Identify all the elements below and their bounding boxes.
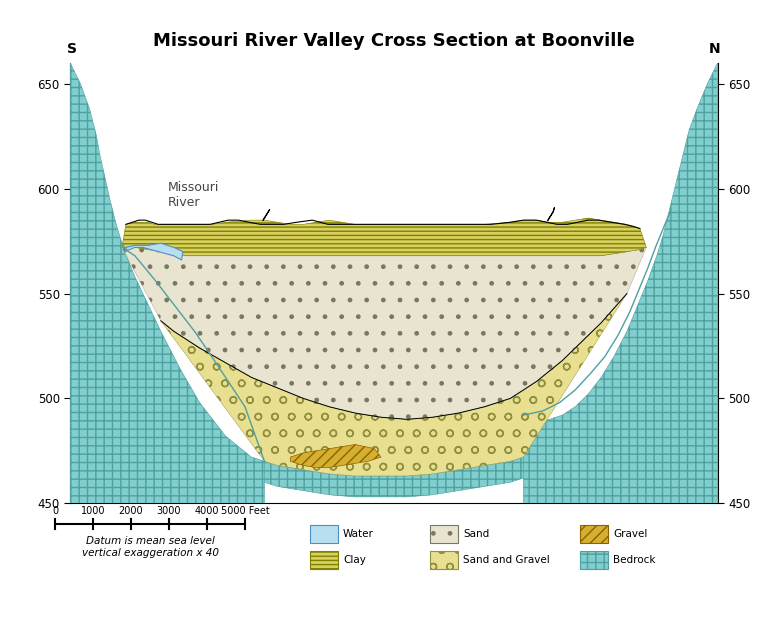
Polygon shape: [122, 247, 647, 420]
Polygon shape: [264, 457, 523, 497]
Text: 2000: 2000: [119, 506, 144, 516]
Text: S: S: [67, 42, 77, 57]
Text: 3000: 3000: [157, 506, 181, 516]
Polygon shape: [125, 243, 183, 260]
Text: Water: Water: [343, 529, 374, 539]
FancyBboxPatch shape: [430, 525, 458, 543]
Text: N: N: [709, 42, 721, 57]
Text: Gravel: Gravel: [613, 529, 647, 539]
FancyBboxPatch shape: [430, 551, 458, 569]
Text: 5000 Feet: 5000 Feet: [221, 506, 269, 516]
Text: Sand and Gravel: Sand and Gravel: [463, 555, 550, 565]
Text: 0: 0: [52, 506, 58, 516]
Text: Missouri
River: Missouri River: [167, 181, 218, 209]
Polygon shape: [122, 218, 647, 256]
Text: Sand: Sand: [463, 529, 489, 539]
Text: Datum is mean sea level
vertical exaggeration x 40: Datum is mean sea level vertical exagger…: [81, 536, 218, 558]
Text: 1000: 1000: [81, 506, 105, 516]
Polygon shape: [161, 294, 627, 476]
Polygon shape: [523, 63, 718, 503]
Text: Bedrock: Bedrock: [613, 555, 655, 565]
Text: Clay: Clay: [343, 555, 366, 565]
Polygon shape: [290, 445, 381, 467]
Text: 4000: 4000: [195, 506, 219, 516]
Polygon shape: [70, 63, 264, 503]
FancyBboxPatch shape: [580, 551, 608, 569]
Title: Missouri River Valley Cross Section at Boonville: Missouri River Valley Cross Section at B…: [153, 32, 635, 50]
FancyBboxPatch shape: [310, 525, 338, 543]
FancyBboxPatch shape: [580, 525, 608, 543]
FancyBboxPatch shape: [310, 551, 338, 569]
